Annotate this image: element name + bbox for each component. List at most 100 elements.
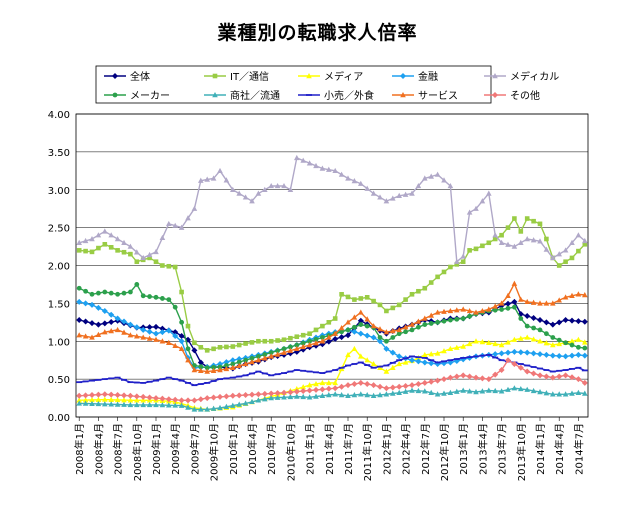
legend-marker [112,73,118,79]
data-point [197,359,204,366]
data-point [460,316,466,321]
data-point [274,182,281,189]
x-tick-label: 2011年7月 [342,423,355,475]
data-point [121,249,127,255]
data-point [530,387,537,394]
data-point [556,373,563,380]
data-point [428,321,434,326]
data-point [262,186,268,192]
data-point [511,348,518,355]
data-point [345,392,351,398]
data-point [172,304,178,310]
data-point [556,337,562,343]
data-point [133,393,140,400]
data-point [230,186,236,192]
legend-marker [400,92,406,98]
legend-label: 金融 [418,70,438,83]
data-point [230,344,236,349]
data-point [396,360,402,367]
data-point [454,316,460,322]
data-point [326,334,332,340]
data-point [492,340,498,347]
data-point [313,393,319,399]
data-point [351,381,358,388]
data-point [172,264,178,270]
data-point [454,344,460,350]
data-point [140,293,146,299]
data-point [511,360,518,367]
data-point [242,392,249,399]
data-point [441,269,447,275]
data-point [447,182,454,189]
y-tick-label: 1.00 [48,337,70,348]
data-point [467,248,472,253]
data-point [76,239,82,245]
data-point [384,338,389,344]
data-point [402,324,409,330]
legend-item: 全体 [104,70,150,83]
data-point [275,338,280,343]
data-point [274,394,281,400]
data-point [179,289,184,295]
data-point [223,365,230,372]
data-point [550,300,556,306]
data-point [556,297,562,303]
data-point [242,360,249,367]
legend-label: 全体 [130,70,150,83]
data-point [198,345,204,350]
x-tick-label: 2012年4月 [400,423,413,475]
data-point [287,186,294,192]
data-point [492,351,499,358]
data-point [531,218,536,224]
x-tick-label: 2008年10月 [131,423,144,481]
data-point [281,346,287,352]
data-point [499,232,504,238]
data-point [575,389,582,395]
data-point [121,392,127,399]
legend-marker [306,73,312,79]
data-point [479,339,486,345]
data-point [415,182,422,189]
data-point [511,298,518,305]
data-point [352,297,357,302]
data-point [217,367,223,373]
data-point [210,175,217,181]
data-point [422,175,428,181]
data-point [575,351,582,358]
data-point [479,307,486,314]
data-point [460,372,467,379]
data-point [82,333,89,339]
data-point [121,329,127,335]
data-point [396,302,402,308]
data-point [549,321,556,328]
data-point [172,332,179,339]
data-point [569,342,575,348]
data-point [409,382,415,389]
data-point [140,326,147,333]
data-point [434,391,441,397]
data-point [140,334,146,340]
data-point [268,338,274,344]
data-point [466,373,473,380]
data-point [236,359,242,365]
data-point [352,324,357,330]
x-tick-label: 2011年10月 [361,423,374,481]
data-point [409,291,415,297]
data-point [383,385,390,392]
legend-item: 小売／外食 [298,89,374,102]
data-point [198,364,204,370]
data-point [313,162,319,169]
data-point [428,312,434,318]
data-point [505,357,511,364]
data-point [300,343,306,350]
legend-marker [212,92,218,98]
x-tick-label: 2010年7月 [265,423,278,475]
data-point [89,291,95,297]
legend-item: その他 [484,89,540,102]
data-point [402,359,409,365]
data-point [556,353,563,360]
data-point [288,335,293,341]
data-point [268,395,274,401]
data-point [358,391,364,397]
data-point [517,349,524,356]
